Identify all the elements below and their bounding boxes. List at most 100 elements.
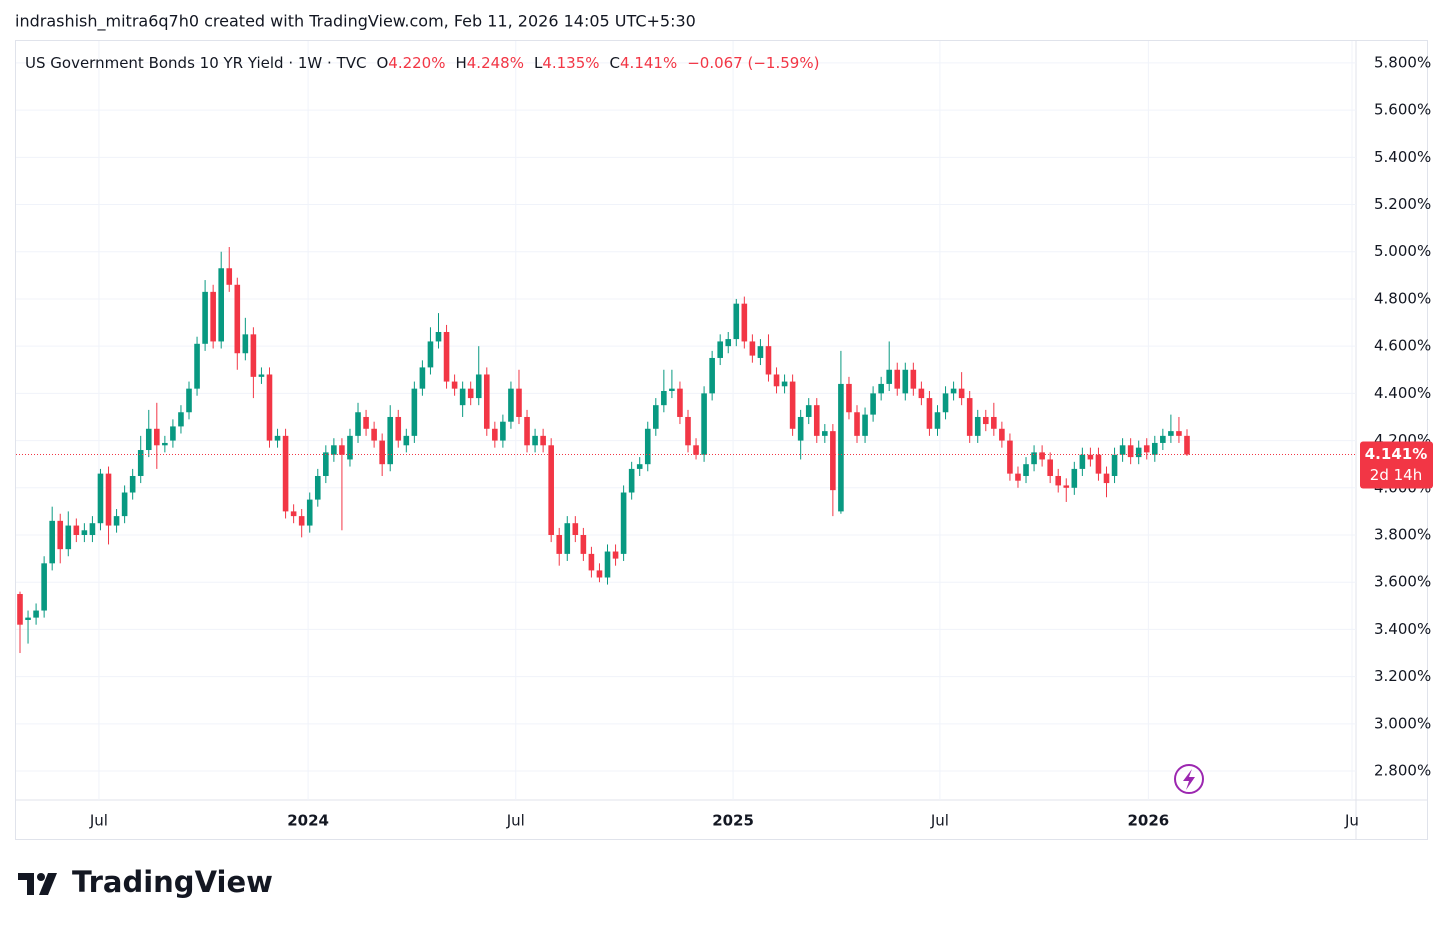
candle-body xyxy=(653,405,659,429)
candle-body xyxy=(331,445,337,455)
candle-body xyxy=(902,369,909,394)
candle-body xyxy=(33,610,39,618)
candle-body xyxy=(982,416,989,425)
candle-body xyxy=(379,440,385,465)
chart-frame xyxy=(15,40,1428,840)
candle-body xyxy=(113,516,120,526)
candle-body xyxy=(886,369,893,384)
candle-body xyxy=(258,374,265,377)
candle-body xyxy=(1103,473,1110,484)
candle-body xyxy=(162,442,168,446)
candle-body xyxy=(1079,454,1086,469)
candle-body xyxy=(298,516,305,526)
candle-body xyxy=(870,393,876,415)
candle-body xyxy=(781,381,788,387)
x-tick-label: Ju xyxy=(1344,812,1359,830)
candle-body xyxy=(411,388,418,436)
candle-body xyxy=(154,428,160,446)
candle-body xyxy=(49,520,55,564)
candle-body xyxy=(355,412,361,436)
candle-body xyxy=(1031,452,1037,465)
candle-body xyxy=(73,525,80,535)
candle-body xyxy=(661,391,667,406)
candle-body xyxy=(556,535,563,554)
candle-body xyxy=(427,341,434,368)
candle-body xyxy=(1119,445,1126,455)
candle-body xyxy=(1127,445,1134,458)
candle-body xyxy=(725,339,732,347)
candle-body xyxy=(218,268,224,342)
candle-body xyxy=(508,388,514,422)
candle-body xyxy=(451,381,458,389)
candle-body xyxy=(492,428,498,441)
candle-body xyxy=(958,388,965,399)
candle-body xyxy=(250,334,257,377)
candle-body xyxy=(234,284,241,354)
legend: US Government Bonds 10 YR Yield · 1W · T… xyxy=(25,54,819,72)
candle-body xyxy=(266,374,273,441)
y-tick-label: 4.600% xyxy=(1374,337,1431,355)
candle-body xyxy=(677,388,683,417)
candle-body xyxy=(862,414,868,436)
candle-body xyxy=(717,341,723,358)
candle-body xyxy=(910,369,917,389)
candle-body xyxy=(178,412,184,427)
candle-body xyxy=(65,525,72,550)
candle-body xyxy=(186,388,192,413)
candle-body xyxy=(669,388,675,392)
candle-body xyxy=(822,431,828,436)
legend-value: 4.135% xyxy=(542,54,599,72)
candle-body xyxy=(339,445,345,455)
y-tick-label: 3.400% xyxy=(1374,620,1431,638)
candle-body xyxy=(572,523,579,535)
candle-body xyxy=(306,499,313,526)
candle-body xyxy=(97,473,104,524)
candle-body xyxy=(459,388,466,406)
candle-body xyxy=(830,431,836,491)
candle-body xyxy=(1063,485,1070,488)
candle-body xyxy=(57,520,64,550)
candle-body xyxy=(17,594,23,625)
y-tick-label: 5.800% xyxy=(1374,53,1431,71)
candle-body xyxy=(636,464,643,469)
candle-body xyxy=(1184,435,1190,455)
candle-body xyxy=(846,383,852,413)
y-tick-label: 5.400% xyxy=(1374,148,1431,166)
candle-body xyxy=(1176,431,1182,436)
candle-body xyxy=(419,367,426,389)
candle-body xyxy=(789,381,796,429)
price-tag xyxy=(1360,441,1433,489)
candle-body xyxy=(347,435,353,460)
candle-body xyxy=(950,388,957,394)
candle-body xyxy=(524,416,530,446)
y-tick-label: 3.000% xyxy=(1374,714,1431,732)
candle-body xyxy=(1023,464,1029,476)
candle-body xyxy=(121,492,128,517)
candle-body xyxy=(202,291,208,344)
legend-title: US Government Bonds 10 YR Yield · 1W · T… xyxy=(25,54,366,72)
candle-body xyxy=(242,334,249,354)
candle-body xyxy=(443,331,450,382)
candle-body xyxy=(1039,452,1045,460)
x-tick-label: Jul xyxy=(506,812,525,830)
candle-body xyxy=(1168,431,1174,436)
candle-body xyxy=(1015,473,1021,481)
candle-body xyxy=(41,563,47,611)
candle-body xyxy=(580,535,587,554)
y-tick-label: 5.600% xyxy=(1374,101,1431,119)
candle-body xyxy=(733,303,740,340)
candle-body xyxy=(290,511,297,517)
y-tick-label: 4.400% xyxy=(1374,384,1431,402)
candle-body xyxy=(773,374,780,387)
y-tick-label: 3.800% xyxy=(1374,526,1431,544)
candle-body xyxy=(757,346,764,358)
candle-body xyxy=(170,426,176,441)
header: indrashish_mitra6q7h0 created with Tradi… xyxy=(15,12,696,32)
x-tick-label: 2024 xyxy=(287,812,329,830)
brand-logo xyxy=(18,873,57,895)
candle-body xyxy=(516,388,522,417)
candle-body xyxy=(540,435,546,446)
candle-body xyxy=(918,388,925,399)
